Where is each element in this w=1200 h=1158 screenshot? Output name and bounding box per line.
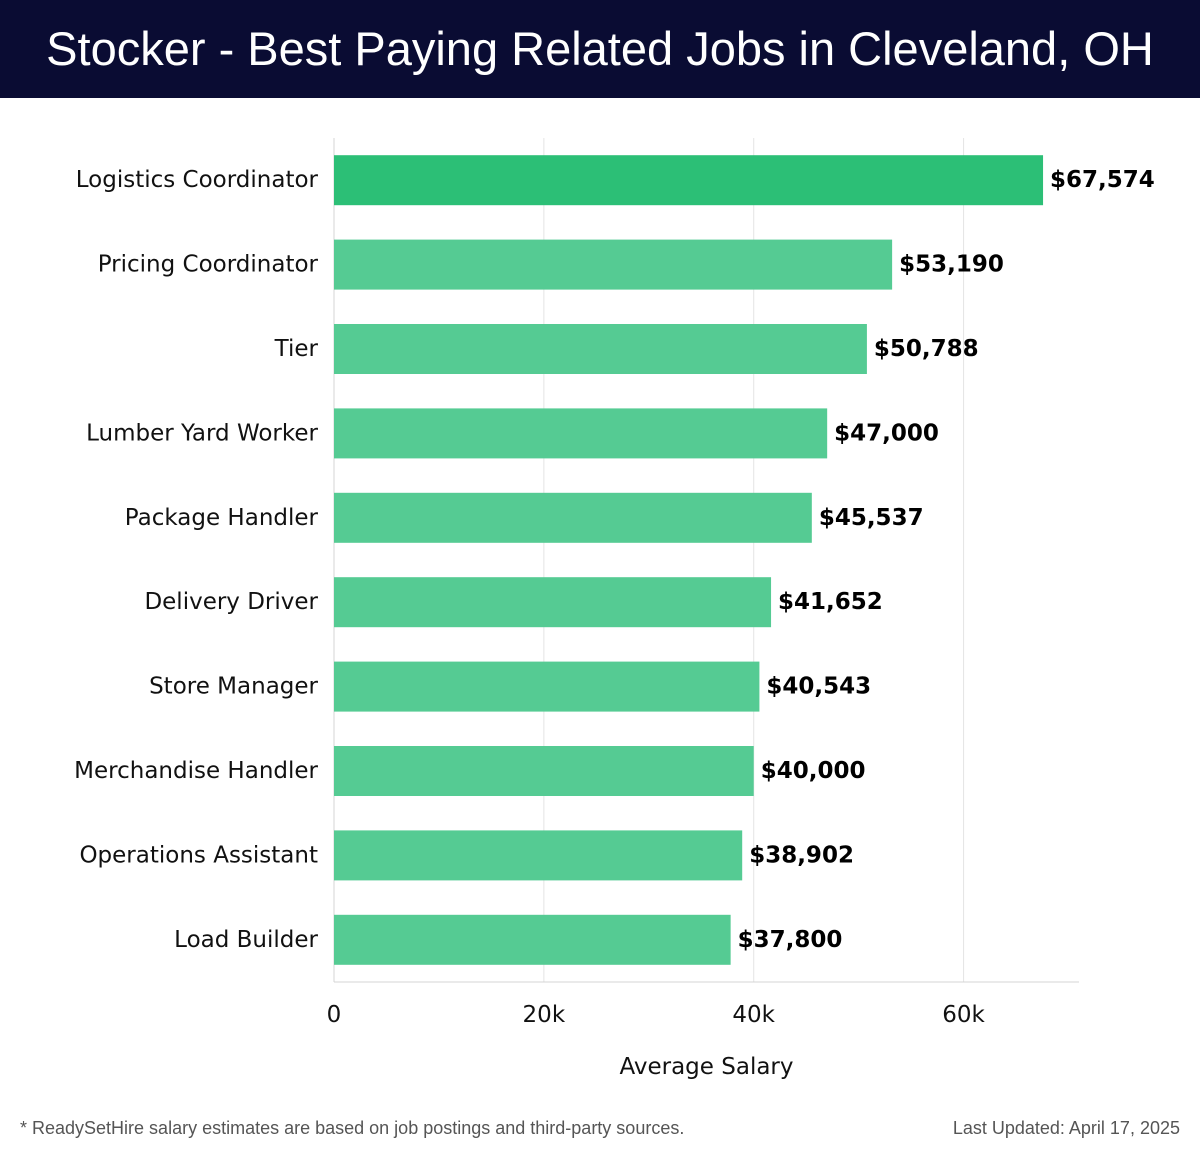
bar-6: [334, 577, 772, 628]
category-label-6: Delivery Driver: [144, 589, 318, 615]
category-label-3: Tier: [274, 336, 319, 362]
category-label-9: Operations Assistant: [79, 842, 318, 868]
value-label-8: $40,000: [761, 758, 866, 784]
bar-chart: Logistics Coordinator $67,574 Pricing Coor…: [74, 138, 1155, 1080]
bar-9: [334, 830, 743, 881]
category-label-4: Lumber Yard Worker: [86, 420, 318, 446]
value-label-9: $38,902: [749, 842, 854, 868]
category-label-2: Pricing Coordinator: [98, 252, 319, 278]
x-tick-label-0: 0: [327, 1002, 342, 1028]
bar-10: [334, 914, 731, 965]
category-label-7: Store Manager: [149, 674, 318, 700]
x-tick-label-2: 40k: [732, 1002, 775, 1028]
value-label-5: $45,537: [819, 505, 924, 531]
category-label-1: Logistics Coordinator: [76, 167, 319, 193]
value-label-6: $41,652: [778, 589, 883, 615]
chart-title: Stocker - Best Paying Related Jobs in Cl…: [46, 22, 1154, 75]
bar-8: [334, 746, 754, 796]
category-label-5: Package Handler: [125, 505, 319, 531]
bar-1: [334, 155, 1044, 206]
title-banner: Stocker - Best Paying Related Jobs in Cl…: [0, 0, 1200, 98]
last-updated: Last Updated: April 17, 2025: [952, 1118, 1180, 1138]
value-label-4: $47,000: [834, 420, 939, 446]
bar-4: [334, 408, 828, 459]
value-label-2: $53,190: [899, 252, 1004, 278]
x-axis-title: Average Salary: [619, 1054, 793, 1080]
x-tick-label-3: 60k: [942, 1002, 985, 1028]
category-label-10: Load Builder: [174, 927, 318, 953]
value-label-10: $37,800: [738, 927, 843, 953]
bar-2: [334, 239, 893, 290]
value-label-1: $67,574: [1050, 167, 1155, 193]
value-label-7: $40,543: [766, 674, 871, 700]
category-label-8: Merchandise Handler: [74, 758, 318, 784]
bar-7: [334, 661, 760, 712]
x-tick-label-1: 20k: [523, 1002, 566, 1028]
bar-3: [334, 324, 867, 374]
value-label-3: $50,788: [874, 336, 979, 362]
bar-5: [334, 492, 812, 543]
footnote: * ReadySetHire salary estimates are base…: [20, 1118, 685, 1138]
